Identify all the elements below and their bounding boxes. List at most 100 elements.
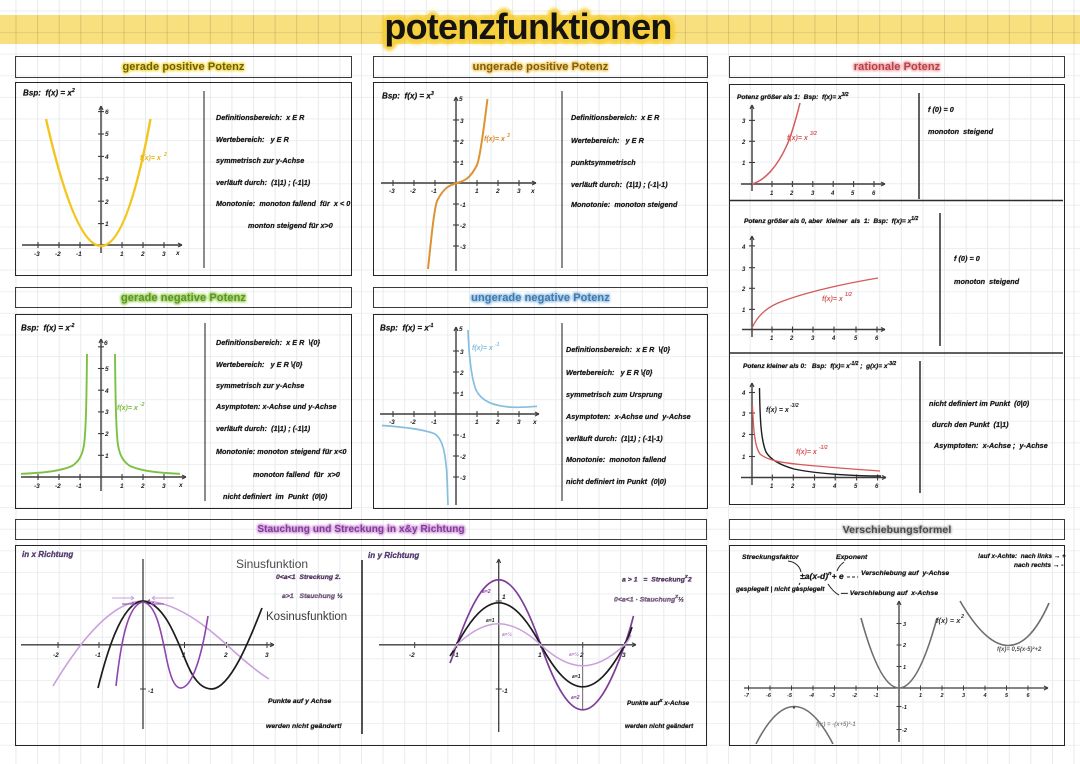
svg-text:2: 2 [223,652,228,659]
svg-text:3: 3 [622,652,626,659]
svg-text:-2: -2 [55,483,61,490]
svg-text:-3/2: -3/2 [790,403,799,409]
svg-text:-4: -4 [809,693,814,699]
svg-text:6: 6 [875,336,879,342]
svg-text:f(x) = x: f(x) = x [766,407,790,414]
svg-text:-6: -6 [766,693,772,699]
svg-text:f(x)= x: f(x)= x [140,155,162,162]
svg-text:-3: -3 [34,483,40,490]
svg-text:4: 4 [983,693,987,699]
svg-text:3: 3 [742,412,746,418]
svg-text:6: 6 [1027,693,1031,699]
svg-text:1: 1 [919,693,922,699]
svg-text:1: 1 [770,191,774,197]
svg-text:-5: -5 [787,693,793,699]
svg-text:1: 1 [770,336,774,342]
svg-text:3: 3 [742,267,746,273]
svg-text:3: 3 [517,188,521,195]
svg-text:1: 1 [120,251,124,258]
svg-text:2: 2 [789,191,794,197]
svg-text:-1: -1 [431,419,437,426]
svg-text:5: 5 [854,336,858,342]
svg-text:1: 1 [475,419,479,426]
svg-text:a=1: a=1 [486,618,495,624]
svg-text:-1: -1 [148,688,154,695]
svg-text:1: 1 [460,391,464,398]
svg-text:x: x [530,188,535,195]
svg-text:-1: -1 [495,342,500,348]
svg-text:f(x)= x: f(x)= x [822,296,844,303]
svg-text:2: 2 [940,693,944,699]
svg-text:-3: -3 [460,244,466,251]
svg-text:3: 3 [460,349,464,356]
svg-text:2: 2 [104,199,109,206]
svg-text:-2: -2 [409,652,415,659]
svg-text:2: 2 [741,433,746,439]
svg-text:1: 1 [903,665,906,671]
svg-text:-1: -1 [460,202,466,209]
svg-text:1: 1 [742,455,746,461]
svg-text:f(x)= 0,5(x-5)²+2: f(x)= 0,5(x-5)²+2 [997,646,1042,653]
svg-text:2: 2 [790,484,795,490]
svg-text:5: 5 [1005,693,1009,699]
svg-text:-1: -1 [76,251,82,258]
svg-text:5: 5 [459,96,463,103]
svg-text:-1: -1 [502,688,508,695]
svg-text:5: 5 [459,326,463,333]
svg-text:-2: -2 [55,251,61,258]
svg-text:-3: -3 [34,251,40,258]
svg-text:x: x [175,250,180,257]
svg-text:1: 1 [460,160,464,167]
svg-text:2: 2 [459,370,464,377]
svg-text:x: x [532,419,537,426]
svg-text:2: 2 [579,652,584,659]
svg-text:a=1: a=1 [572,674,581,680]
svg-text:-2: -2 [410,419,416,426]
svg-text:3: 3 [811,191,815,197]
svg-text:3: 3 [460,118,464,125]
svg-text:6: 6 [872,191,876,197]
svg-text:4: 4 [832,484,837,490]
svg-text:5: 5 [105,366,109,373]
svg-text:5: 5 [105,131,109,138]
svg-text:3: 3 [162,251,166,258]
svg-text:a=2: a=2 [571,695,580,701]
svg-text:2: 2 [163,152,167,158]
svg-text:2: 2 [459,139,464,146]
svg-text:2: 2 [741,287,746,293]
svg-text:f(x) = -(x+5)²-1: f(x) = -(x+5)²-1 [816,721,856,728]
svg-text:2: 2 [960,614,964,620]
svg-text:1/2: 1/2 [845,292,852,298]
svg-text:-1: -1 [902,705,907,711]
svg-text:-2: -2 [460,223,466,230]
svg-text:-3: -3 [460,475,466,482]
svg-text:2: 2 [104,431,109,438]
svg-text:3: 3 [742,119,746,125]
svg-text:a=½: a=½ [569,651,579,658]
svg-text:-1: -1 [95,652,101,659]
svg-text:1: 1 [475,188,479,195]
svg-text:4: 4 [741,245,746,251]
svg-text:3: 3 [265,652,269,659]
svg-text:4: 4 [104,154,109,161]
svg-text:-2: -2 [902,728,907,734]
svg-text:4: 4 [104,388,109,395]
svg-text:-3: -3 [830,693,835,699]
svg-text:-2: -2 [460,454,466,461]
svg-text:2: 2 [495,188,500,195]
svg-text:3: 3 [162,483,166,490]
svg-text:2: 2 [789,336,794,342]
svg-text:-1: -1 [460,433,466,440]
svg-text:3: 3 [811,336,815,342]
svg-text:-1: -1 [874,693,879,699]
svg-text:-1: -1 [453,652,459,659]
svg-text:1: 1 [120,483,124,490]
svg-text:1: 1 [502,594,506,601]
svg-text:f(x)= x: f(x)= x [472,345,494,352]
svg-text:1: 1 [105,453,109,460]
svg-text:-1: -1 [76,483,82,490]
svg-text:1: 1 [538,652,542,659]
svg-text:4: 4 [741,391,746,397]
svg-text:3/2: 3/2 [810,131,817,137]
svg-text:-7: -7 [744,693,750,699]
